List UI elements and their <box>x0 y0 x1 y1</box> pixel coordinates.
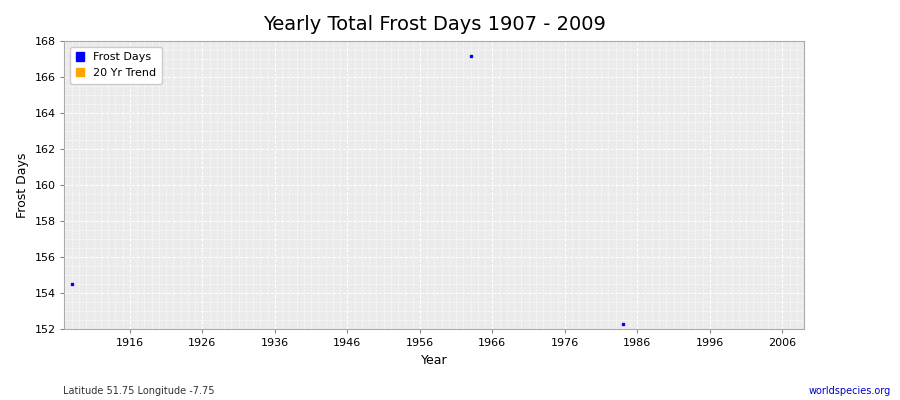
Legend: Frost Days, 20 Yr Trend: Frost Days, 20 Yr Trend <box>70 47 162 84</box>
Title: Yearly Total Frost Days 1907 - 2009: Yearly Total Frost Days 1907 - 2009 <box>263 15 606 34</box>
Text: Latitude 51.75 Longitude -7.75: Latitude 51.75 Longitude -7.75 <box>63 386 214 396</box>
Y-axis label: Frost Days: Frost Days <box>16 152 29 218</box>
Text: worldspecies.org: worldspecies.org <box>809 386 891 396</box>
X-axis label: Year: Year <box>421 354 447 366</box>
